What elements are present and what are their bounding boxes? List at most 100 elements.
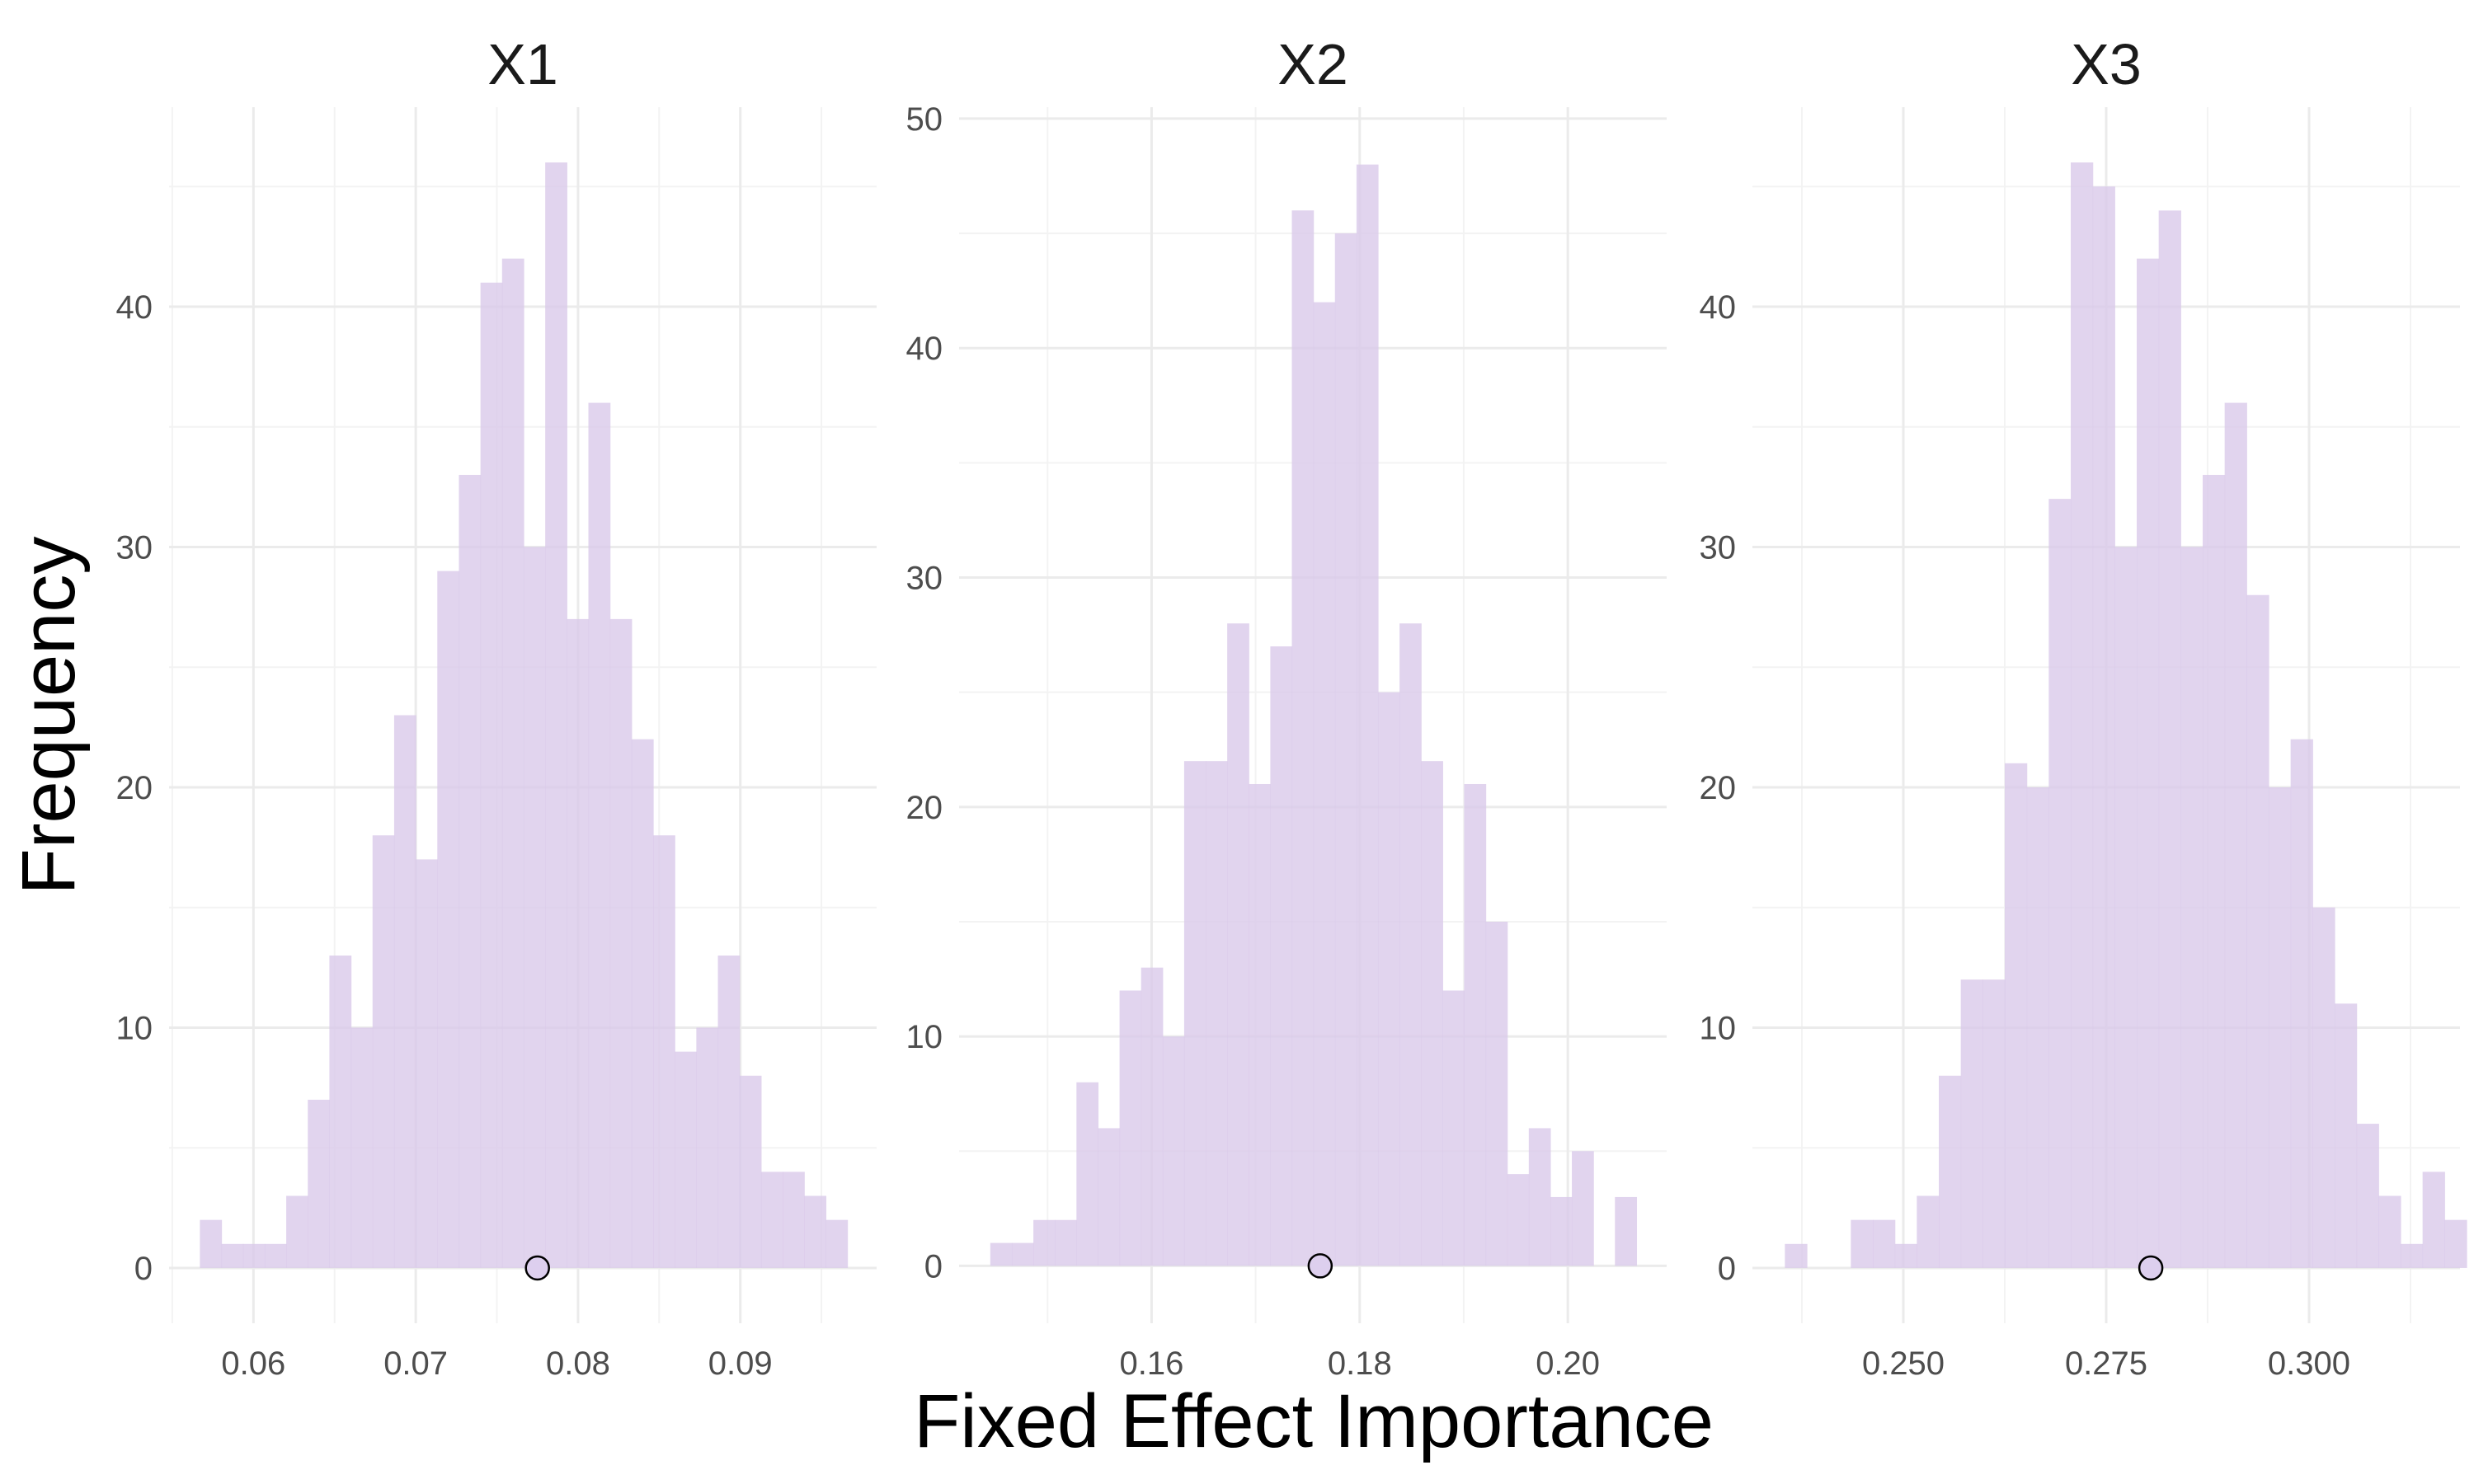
histogram-bar — [2136, 258, 2160, 1268]
histogram-bar — [804, 1195, 827, 1268]
histogram-bar — [2334, 1003, 2358, 1268]
histogram-bar — [1507, 1174, 1530, 1266]
panel-title: X1 — [487, 32, 558, 96]
histogram-bar — [2202, 474, 2226, 1268]
x-tick-label: 0.250 — [1862, 1345, 1945, 1382]
histogram-bar — [1851, 1219, 1874, 1268]
histogram-bar — [1421, 761, 1443, 1266]
histogram-bar — [653, 835, 675, 1268]
y-tick-label: 20 — [116, 770, 153, 806]
histogram-bar — [1227, 623, 1249, 1266]
histogram-bar — [1960, 979, 1983, 1268]
histogram-bar — [1098, 1128, 1121, 1266]
panels-group: 0 10 20 30 40 0.06 0.07 0.08 0.09 X1 0 10 20 30 40 50 0.… — [116, 32, 2467, 1382]
histogram-bar — [1119, 990, 1142, 1266]
histogram-bar — [393, 715, 416, 1268]
histogram-bar — [1162, 1036, 1185, 1266]
histogram-bar — [1377, 692, 1400, 1266]
histogram-bar — [760, 1172, 783, 1268]
histogram-bar — [1270, 646, 1293, 1266]
x-tick-label: 0.09 — [708, 1345, 773, 1382]
y-tick-label: 0 — [134, 1251, 153, 1287]
histogram-bar — [1011, 1242, 1034, 1266]
histogram-bar — [200, 1219, 223, 1268]
y-tick-label: 40 — [1700, 289, 1737, 326]
histogram-bar — [588, 402, 611, 1268]
x-tick-label: 0.16 — [1119, 1345, 1183, 1382]
histogram-bar — [2180, 547, 2204, 1268]
y-tick-label: 30 — [1700, 529, 1737, 566]
histogram-bar — [1464, 783, 1487, 1266]
histogram-bar — [221, 1243, 244, 1268]
histogram-bar — [2092, 186, 2115, 1268]
y-tick-label: 0 — [1718, 1251, 1736, 1287]
histogram-bar — [372, 835, 395, 1268]
histogram-bar — [242, 1243, 266, 1268]
estimate-point — [524, 1255, 550, 1281]
panel-3: 0 10 20 30 40 0.250 0.275 0.300 X3 — [1700, 32, 2467, 1382]
histogram-bar — [1183, 761, 1206, 1266]
histogram-bar — [1572, 1151, 1594, 1266]
histogram-bar — [2268, 787, 2292, 1268]
panel-title: X2 — [1277, 32, 1348, 96]
histogram-bar — [480, 282, 503, 1268]
histogram-bar — [2290, 739, 2313, 1268]
histogram-bar — [696, 1027, 719, 1268]
histogram-bar — [2400, 1243, 2424, 1268]
histogram-bar — [990, 1242, 1013, 1266]
x-tick-label: 0.275 — [2065, 1345, 2147, 1382]
histogram-bar — [2224, 402, 2247, 1268]
histogram-bar — [1399, 623, 1422, 1266]
x-tick-label: 0.08 — [546, 1345, 610, 1382]
histogram-bar — [416, 859, 438, 1268]
histogram-bar — [825, 1219, 849, 1268]
histogram-bar — [609, 618, 633, 1268]
histogram-bar — [308, 1099, 331, 1268]
histogram-bar — [717, 956, 741, 1268]
histogram-bar — [675, 1051, 697, 1268]
histogram-bar — [1076, 1082, 1099, 1266]
y-tick-label: 30 — [116, 529, 153, 566]
y-tick-label: 10 — [906, 1019, 943, 1055]
histogram-bar — [1485, 921, 1508, 1266]
y-tick-label: 0 — [924, 1248, 943, 1284]
histogram-bar — [264, 1243, 287, 1268]
y-tick-label: 20 — [906, 790, 943, 826]
histogram-bar — [1055, 1219, 1077, 1266]
y-tick-label: 40 — [116, 289, 153, 326]
histogram-bar — [2071, 162, 2094, 1268]
histogram-bar — [459, 474, 482, 1268]
y-tick-label: 10 — [1700, 1010, 1737, 1046]
histogram-bar — [329, 956, 352, 1268]
panel-1: 0 10 20 30 40 0.06 0.07 0.08 0.09 X1 — [116, 32, 877, 1382]
histogram-bar — [567, 618, 590, 1268]
estimate-point — [1307, 1253, 1333, 1279]
histogram-bar — [2312, 907, 2335, 1268]
histogram-bar — [1615, 1196, 1638, 1266]
histogram-bar — [1939, 1075, 1962, 1268]
histogram-bar — [1334, 233, 1357, 1266]
y-tick-label: 50 — [906, 101, 943, 138]
histogram-bar — [1785, 1243, 1808, 1268]
histogram-bar — [1313, 302, 1336, 1266]
histogram-bar — [1917, 1195, 1940, 1268]
histogram-bar — [2048, 499, 2072, 1268]
histogram-bar — [1442, 990, 1465, 1266]
histogram-bar — [1033, 1219, 1056, 1266]
histogram-bar — [1550, 1196, 1573, 1266]
histogram-bar — [2422, 1172, 2445, 1268]
x-tick-label: 0.07 — [383, 1345, 448, 1382]
x-tick-label: 0.300 — [2268, 1345, 2350, 1382]
histogram-bar — [350, 1027, 374, 1268]
histogram-bar — [1356, 164, 1379, 1266]
histogram-bar — [2114, 547, 2138, 1268]
histogram-bar — [1528, 1128, 1551, 1266]
panel-title: X3 — [2071, 32, 2142, 96]
histogram-bar — [2158, 210, 2181, 1268]
histogram-bar — [2026, 787, 2049, 1268]
histogram-bar — [783, 1172, 805, 1268]
histogram-bar — [2005, 763, 2028, 1268]
histogram-bar — [286, 1195, 308, 1268]
x-tick-label: 0.18 — [1328, 1345, 1392, 1382]
histogram-bar — [545, 162, 567, 1268]
